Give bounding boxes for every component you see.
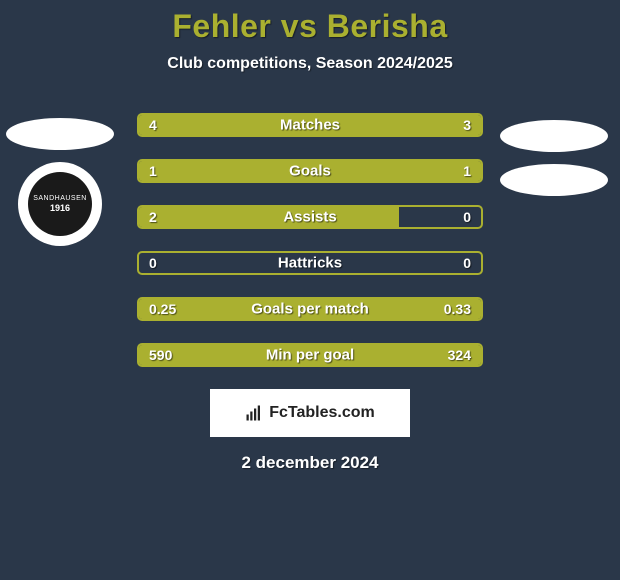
stat-row: 0.25 Goals per match 0.33 <box>137 297 483 321</box>
stat-value-right: 0 <box>463 209 471 225</box>
page-title: Fehler vs Berisha <box>0 8 620 45</box>
stat-fill-left <box>139 207 399 227</box>
page-subtitle: Club competitions, Season 2024/2025 <box>0 55 620 73</box>
right-flag-placeholder-2 <box>500 164 608 196</box>
stat-row: 590 Min per goal 324 <box>137 343 483 367</box>
stat-value-right: 1 <box>463 163 471 179</box>
stat-value-left: 0.25 <box>149 301 176 317</box>
stat-value-left: 4 <box>149 117 157 133</box>
left-badges-column: SANDHAUSEN 1916 <box>6 118 114 246</box>
club-badge-year: 1916 <box>50 204 70 213</box>
stat-label: Goals per match <box>251 301 369 318</box>
stat-value-right: 324 <box>448 347 471 363</box>
club-badge-inner: SANDHAUSEN 1916 <box>28 172 92 236</box>
stat-value-left: 0 <box>149 255 157 271</box>
stat-label: Min per goal <box>266 347 354 364</box>
brand-text: FcTables.com <box>269 404 375 422</box>
stat-fill-right <box>334 115 481 135</box>
stat-fill-right <box>310 161 481 181</box>
stat-row: 4 Matches 3 <box>137 113 483 137</box>
stat-label: Assists <box>283 209 336 226</box>
brand-badge[interactable]: FcTables.com <box>210 389 410 437</box>
stat-value-left: 2 <box>149 209 157 225</box>
stat-row: 1 Goals 1 <box>137 159 483 183</box>
right-flag-placeholder-1 <box>500 120 608 152</box>
stat-label: Goals <box>289 163 331 180</box>
club-badge-name: SANDHAUSEN <box>33 195 87 202</box>
right-badges-column <box>500 120 608 196</box>
stat-label: Matches <box>280 117 340 134</box>
club-badge-sandhausen: SANDHAUSEN 1916 <box>18 162 102 246</box>
stat-value-left: 1 <box>149 163 157 179</box>
stat-row: 0 Hattricks 0 <box>137 251 483 275</box>
bar-chart-icon <box>245 404 263 422</box>
stat-value-right: 0.33 <box>444 301 471 317</box>
stat-fill-left <box>139 161 310 181</box>
stat-label: Hattricks <box>278 255 342 272</box>
stat-value-right: 3 <box>463 117 471 133</box>
date-label: 2 december 2024 <box>0 453 620 473</box>
left-flag-placeholder <box>6 118 114 150</box>
stat-value-left: 590 <box>149 347 172 363</box>
stat-row: 2 Assists 0 <box>137 205 483 229</box>
stat-value-right: 0 <box>463 255 471 271</box>
